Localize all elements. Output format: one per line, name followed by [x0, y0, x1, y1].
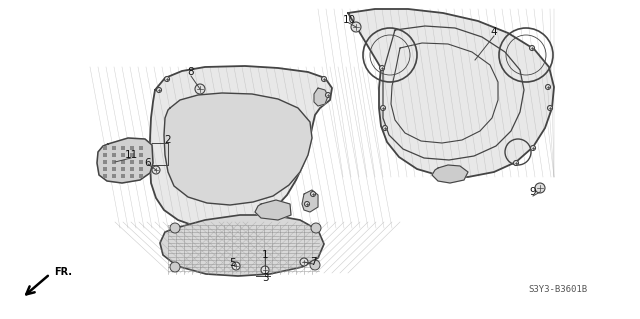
Polygon shape	[150, 66, 332, 228]
Circle shape	[351, 22, 361, 32]
Polygon shape	[348, 9, 554, 177]
Text: 11: 11	[124, 150, 138, 160]
Text: 2: 2	[164, 135, 172, 145]
Circle shape	[152, 166, 160, 174]
Bar	[121, 160, 125, 164]
Bar	[130, 167, 134, 171]
Bar	[112, 174, 116, 178]
Bar	[121, 174, 125, 178]
Circle shape	[232, 262, 240, 270]
Text: 9: 9	[530, 187, 536, 197]
Text: 1: 1	[262, 250, 268, 260]
Polygon shape	[432, 165, 468, 183]
Text: 8: 8	[188, 67, 195, 77]
Circle shape	[529, 46, 534, 50]
Polygon shape	[314, 88, 328, 106]
Circle shape	[535, 183, 545, 193]
Polygon shape	[160, 215, 324, 276]
Bar	[121, 167, 125, 171]
Circle shape	[261, 266, 269, 274]
Circle shape	[305, 202, 310, 206]
Circle shape	[547, 106, 552, 110]
Circle shape	[321, 77, 326, 81]
Bar	[130, 146, 134, 150]
Text: FR.: FR.	[54, 267, 72, 277]
Bar	[130, 153, 134, 157]
Bar	[121, 146, 125, 150]
Circle shape	[311, 223, 321, 233]
Bar	[112, 167, 116, 171]
Text: S3Y3-B3601B: S3Y3-B3601B	[529, 286, 588, 294]
Circle shape	[157, 87, 161, 93]
Bar	[121, 153, 125, 157]
Bar	[139, 174, 143, 178]
Bar	[112, 153, 116, 157]
Circle shape	[300, 258, 308, 266]
Bar	[103, 146, 107, 150]
Bar	[139, 167, 143, 171]
Circle shape	[380, 65, 385, 70]
Circle shape	[170, 262, 180, 272]
Text: 4: 4	[491, 27, 497, 37]
Text: 10: 10	[342, 15, 356, 25]
Bar	[130, 174, 134, 178]
Polygon shape	[164, 93, 312, 205]
Circle shape	[310, 191, 316, 197]
Bar	[139, 146, 143, 150]
Circle shape	[383, 125, 387, 130]
Polygon shape	[255, 200, 291, 220]
Circle shape	[310, 260, 320, 270]
Bar	[139, 160, 143, 164]
Circle shape	[531, 145, 536, 151]
Polygon shape	[97, 138, 153, 183]
Polygon shape	[302, 190, 318, 212]
Bar	[103, 167, 107, 171]
Bar	[139, 153, 143, 157]
Circle shape	[545, 85, 550, 90]
Circle shape	[326, 93, 330, 98]
Text: 7: 7	[310, 257, 316, 267]
Text: 6: 6	[145, 158, 151, 168]
Bar	[112, 146, 116, 150]
Circle shape	[195, 84, 205, 94]
Circle shape	[170, 223, 180, 233]
Bar	[112, 160, 116, 164]
Bar	[103, 153, 107, 157]
Text: 3: 3	[262, 273, 268, 283]
Circle shape	[164, 77, 170, 81]
Bar	[103, 160, 107, 164]
Text: 5: 5	[228, 258, 236, 268]
Bar	[130, 160, 134, 164]
Bar	[103, 174, 107, 178]
Circle shape	[381, 106, 385, 110]
Circle shape	[513, 160, 518, 166]
